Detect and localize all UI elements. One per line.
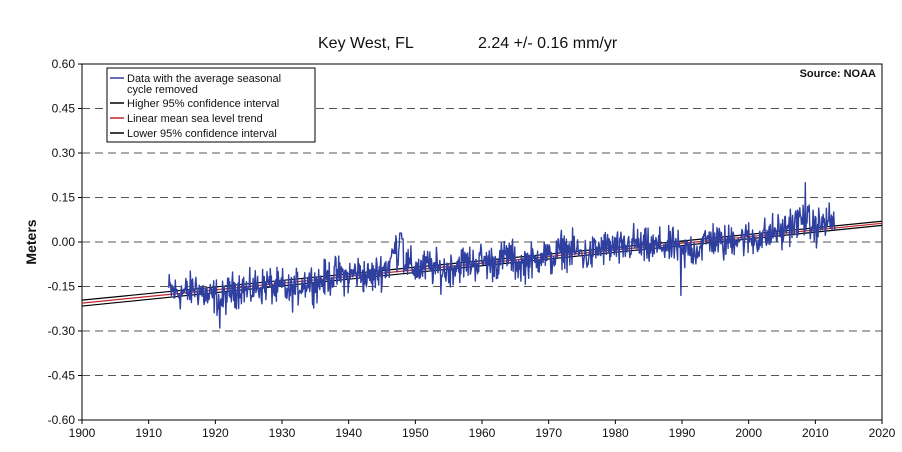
y-tick-label: 0.00	[52, 235, 76, 249]
y-tick-label: -0.30	[48, 324, 76, 338]
x-tick-label: 1970	[535, 426, 562, 440]
legend-label-trend: Linear mean sea level trend	[127, 113, 263, 125]
legend-label-data-cont: cycle removed	[127, 84, 198, 96]
x-tick-label: 1940	[335, 426, 362, 440]
legend: Data with the average seasonal cycle rem…	[106, 67, 316, 143]
x-tick-label: 2020	[869, 426, 896, 440]
x-tick-label: 1960	[469, 426, 496, 440]
x-tick-label: 2010	[802, 426, 829, 440]
source-label: Source: NOAA	[800, 68, 876, 80]
x-tick-label: 1980	[602, 426, 629, 440]
monthly-sea-level-line	[168, 182, 836, 329]
x-tick-label: 1990	[669, 426, 696, 440]
x-tick-label: 1930	[269, 426, 296, 440]
x-tick-label: 1910	[135, 426, 162, 440]
data-series	[168, 182, 836, 329]
chart-title: Key West, FL	[318, 35, 414, 52]
y-tick-label: 0.15	[52, 191, 76, 205]
y-axis-label: Meters	[23, 219, 39, 264]
y-tick-label: 0.60	[52, 57, 76, 71]
legend-label-higher-ci: Higher 95% confidence interval	[127, 98, 279, 110]
legend-label-data: Data with the average seasonal	[127, 73, 281, 85]
x-tick-label: 2000	[735, 426, 762, 440]
y-tick-label: -0.45	[48, 369, 76, 383]
x-tick-label: 1920	[202, 426, 229, 440]
axes: 0.60 0.45 0.30 0.15 0.00 -0.15 -0.30 -0.45 -0.60…	[48, 57, 896, 440]
legend-box	[106, 67, 316, 143]
x-tick-label: 1900	[69, 426, 96, 440]
y-tick-label: -0.60	[48, 413, 76, 427]
y-tick-label: 0.45	[52, 102, 76, 116]
x-tick-label: 1950	[402, 426, 429, 440]
legend-label-lower-ci: Lower 95% confidence interval	[127, 128, 277, 140]
y-tick-label: -0.15	[48, 280, 76, 294]
chart-subtitle: 2.24 +/- 0.16 mm/yr	[478, 35, 618, 52]
y-tick-label: 0.30	[52, 146, 76, 160]
